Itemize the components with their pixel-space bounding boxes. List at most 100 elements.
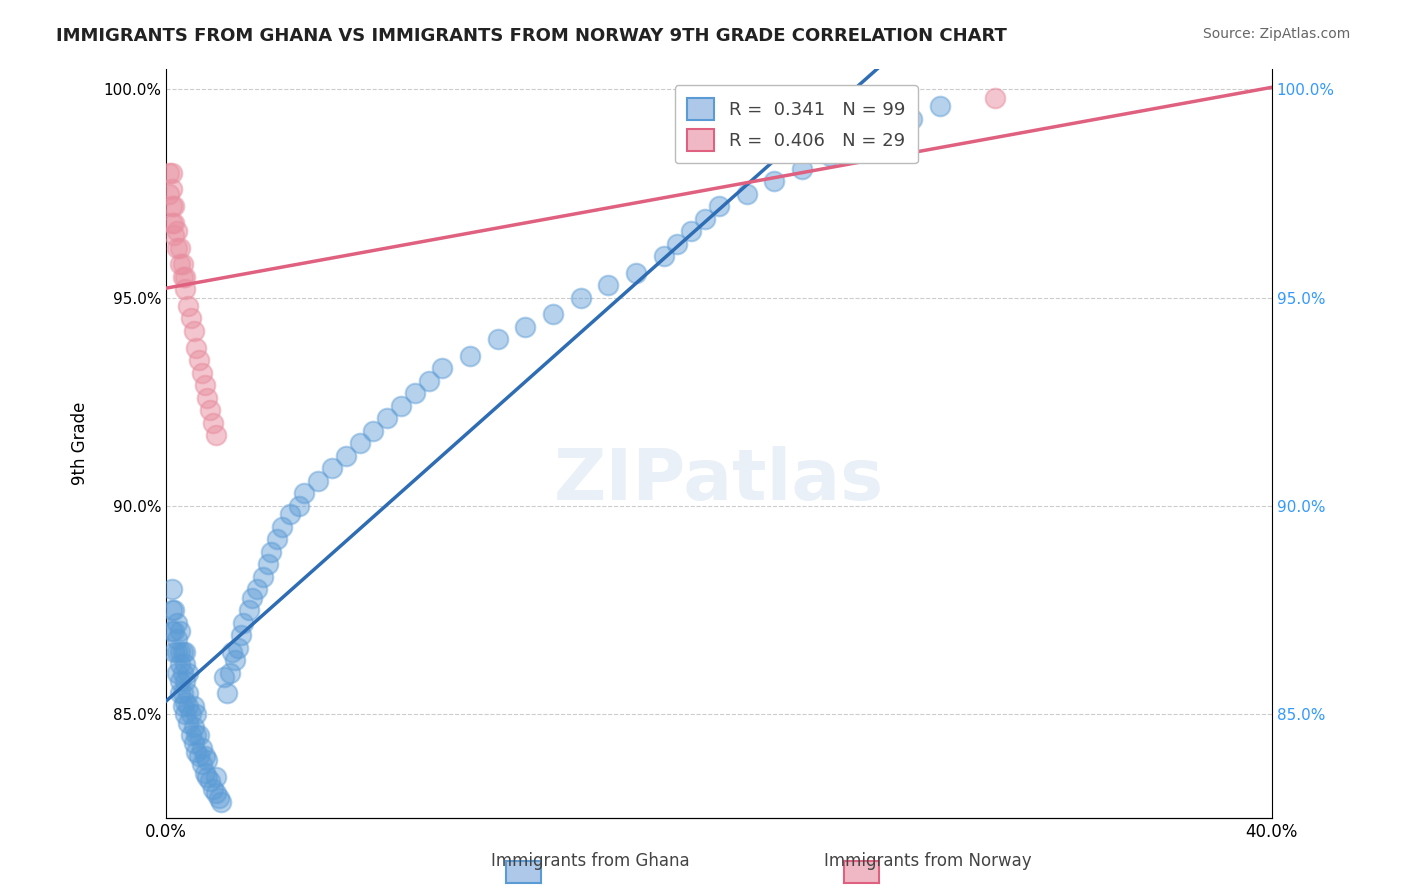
Point [200, 403, 222, 417]
Point [183, 720, 205, 734]
Point [172, 665, 194, 680]
Point [169, 686, 191, 700]
Point [191, 740, 214, 755]
Point [541, 307, 564, 321]
Point [307, 474, 329, 488]
Text: Immigrants from Norway: Immigrants from Norway [824, 852, 1032, 870]
Point [169, 624, 191, 638]
Point [204, 770, 226, 784]
Point [163, 624, 186, 638]
Point [177, 698, 200, 713]
Point [389, 399, 412, 413]
Legend: R =  0.341   N = 99, R =  0.406   N = 29: R = 0.341 N = 99, R = 0.406 N = 29 [675, 85, 918, 163]
Point [404, 386, 426, 401]
Point [188, 728, 211, 742]
Point [232, 615, 254, 630]
Point [226, 640, 249, 655]
Point [432, 361, 454, 376]
Point [174, 673, 197, 688]
Point [197, 770, 219, 784]
Point [174, 645, 197, 659]
Y-axis label: 9th Grade: 9th Grade [72, 401, 89, 485]
Point [177, 665, 200, 680]
Point [172, 686, 194, 700]
Point [224, 653, 246, 667]
Point [929, 99, 952, 113]
Point [188, 353, 211, 368]
Point [218, 665, 240, 680]
Point [201, 782, 224, 797]
Point [238, 603, 260, 617]
Text: Immigrants from Ghana: Immigrants from Ghana [491, 852, 690, 870]
Point [240, 591, 263, 605]
Point [169, 645, 191, 659]
Point [160, 166, 183, 180]
Text: IMMIGRANTS FROM GHANA VS IMMIGRANTS FROM NORWAY 9TH GRADE CORRELATION CHART: IMMIGRANTS FROM GHANA VS IMMIGRANTS FROM… [56, 27, 1007, 45]
Point [598, 278, 620, 293]
Point [215, 686, 238, 700]
Point [191, 366, 214, 380]
Point [166, 241, 188, 255]
Point [624, 266, 647, 280]
Point [177, 715, 200, 730]
Point [194, 765, 217, 780]
Point [260, 545, 283, 559]
Point [180, 311, 202, 326]
Text: ZIPatlas: ZIPatlas [554, 447, 884, 516]
Point [183, 324, 205, 338]
Point [163, 645, 186, 659]
Point [188, 748, 211, 763]
Point [515, 319, 537, 334]
Point [160, 216, 183, 230]
Point [183, 698, 205, 713]
Point [191, 757, 214, 772]
Point [166, 632, 188, 647]
Point [681, 224, 703, 238]
Point [873, 124, 896, 138]
Point [335, 449, 357, 463]
Point [163, 228, 186, 243]
Point [375, 411, 398, 425]
Point [257, 558, 280, 572]
Point [163, 199, 186, 213]
Point [846, 136, 869, 151]
Point [157, 166, 180, 180]
Point [169, 241, 191, 255]
Point [271, 520, 294, 534]
Point [458, 349, 481, 363]
Point [163, 603, 186, 617]
Point [180, 707, 202, 722]
Point [186, 707, 208, 722]
Point [349, 436, 371, 450]
Point [169, 257, 191, 271]
Point [818, 149, 841, 163]
Point [200, 774, 222, 789]
Point [212, 670, 235, 684]
Point [177, 686, 200, 700]
Point [174, 695, 197, 709]
Point [204, 428, 226, 442]
Point [652, 249, 675, 263]
Point [172, 698, 194, 713]
Point [735, 186, 758, 201]
Point [763, 174, 786, 188]
Point [163, 216, 186, 230]
Point [177, 299, 200, 313]
Point [183, 736, 205, 750]
Point [166, 645, 188, 659]
Point [418, 374, 440, 388]
Point [174, 707, 197, 722]
Point [166, 615, 188, 630]
Point [901, 112, 924, 126]
Point [221, 645, 243, 659]
Point [207, 790, 229, 805]
Point [169, 673, 191, 688]
Point [160, 603, 183, 617]
Point [174, 657, 197, 672]
Point [280, 508, 302, 522]
Point [194, 748, 217, 763]
Point [160, 199, 183, 213]
Point [201, 416, 224, 430]
Point [172, 269, 194, 284]
Point [204, 787, 226, 801]
